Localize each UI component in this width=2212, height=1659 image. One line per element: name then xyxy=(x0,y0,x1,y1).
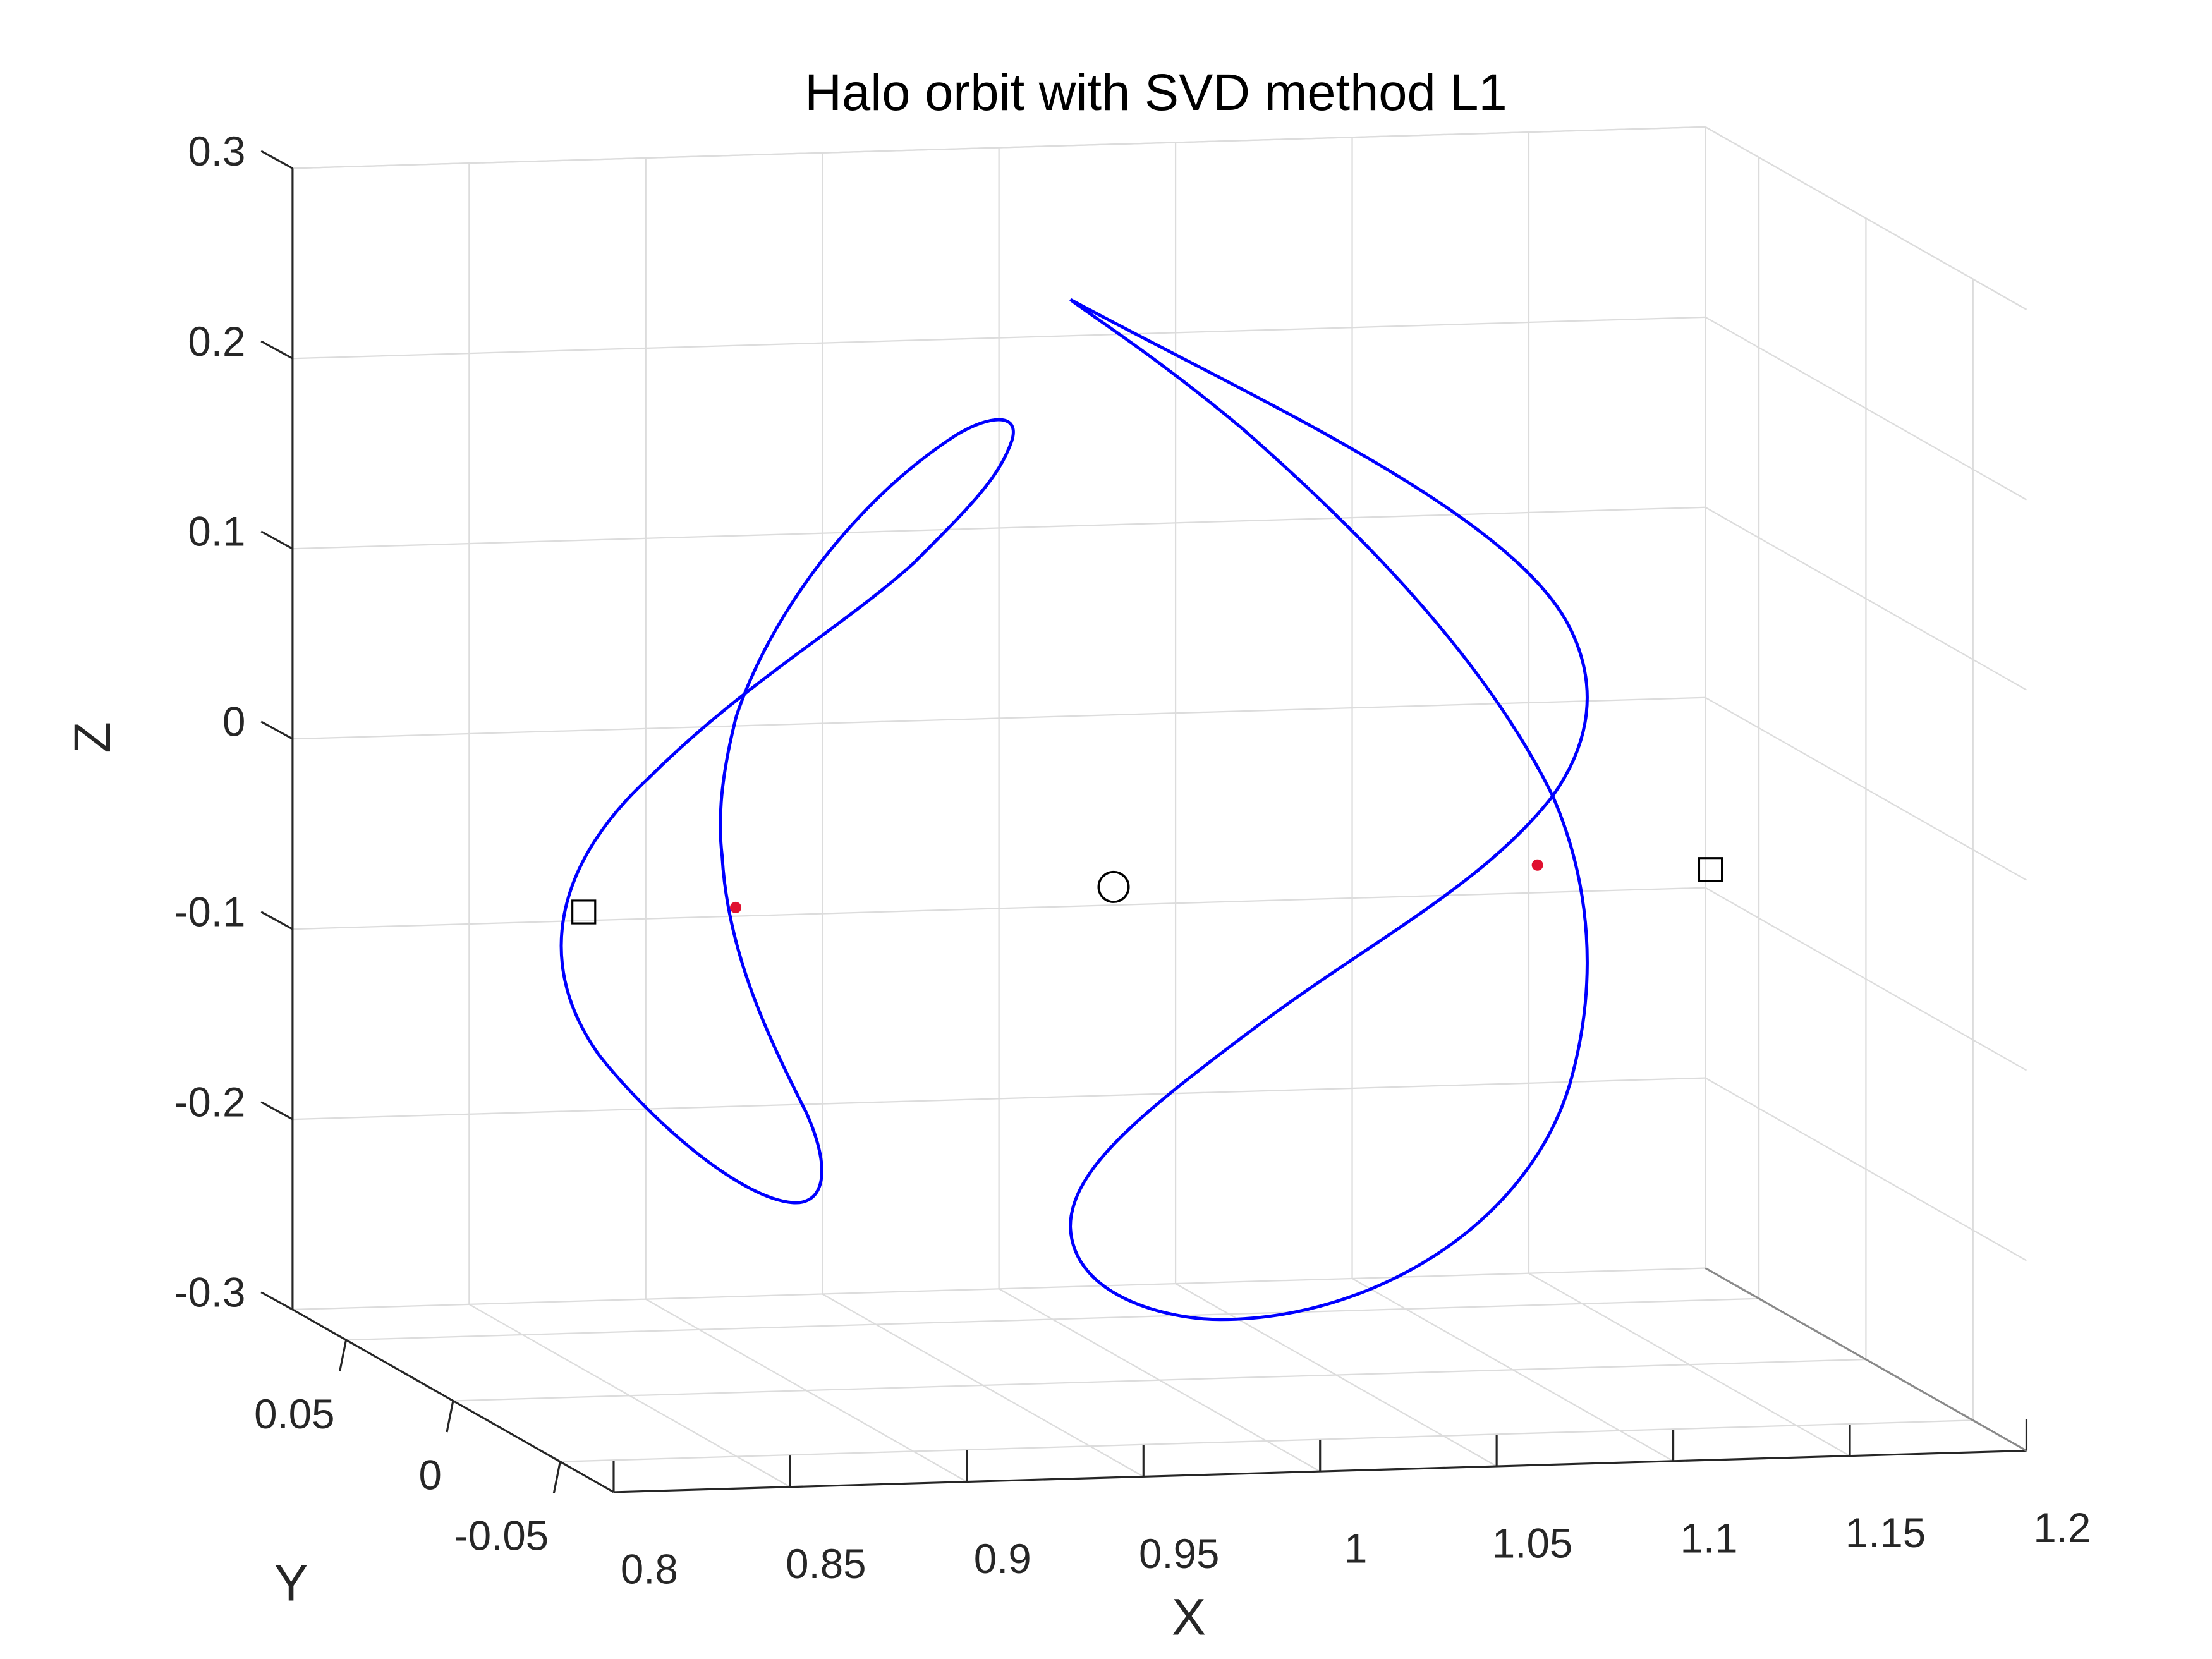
y-tick-label: -0.05 xyxy=(454,1513,549,1559)
floor-right-edge xyxy=(1705,1267,2027,1452)
grid-line xyxy=(292,126,1706,169)
grid-line xyxy=(1705,126,2027,310)
y-tick xyxy=(339,1339,348,1372)
z-tick xyxy=(260,340,293,360)
y-tick-labels: -0.05 0 0.05 xyxy=(254,1391,549,1559)
x-tick-label: 1.2 xyxy=(2033,1505,2091,1551)
x-tick-label: 0.85 xyxy=(786,1541,866,1587)
x-tick-label: 0.95 xyxy=(1139,1531,1219,1577)
grid-line xyxy=(560,1419,1973,1462)
grid-line xyxy=(292,887,1706,930)
z-tick xyxy=(260,1101,293,1121)
crossing-point-marker xyxy=(1531,859,1543,871)
z-tick xyxy=(260,150,293,169)
z-tick xyxy=(260,720,293,740)
grid-line xyxy=(292,1077,1706,1121)
z-tick-label: -0.3 xyxy=(174,1270,246,1316)
x-tick-label: 0.9 xyxy=(974,1536,1031,1582)
y-tick xyxy=(446,1401,454,1433)
grid-line xyxy=(1705,1077,2027,1261)
y-axis-label: Y xyxy=(274,1554,308,1612)
grid-line xyxy=(1705,506,2027,691)
grid-line xyxy=(1705,316,2027,501)
crossing-point-marker xyxy=(730,901,742,913)
axis-ticks xyxy=(260,150,2028,1493)
y-tick xyxy=(552,1461,561,1493)
z-tick xyxy=(260,911,293,930)
orbit-line-left xyxy=(559,418,1015,1205)
x-tick-label: 1.05 xyxy=(1492,1520,1572,1566)
markers xyxy=(571,857,1723,925)
x-tick-label: 1 xyxy=(1344,1526,1367,1572)
x-tick-label: 0.8 xyxy=(621,1546,678,1592)
grid-line xyxy=(1705,696,2027,881)
x-tick-label: 1.15 xyxy=(1845,1510,1926,1556)
lagrange-point-marker xyxy=(1698,857,1723,882)
z-axis-label: Z xyxy=(64,722,121,753)
grid-line xyxy=(292,696,1706,740)
grid-line xyxy=(292,506,1706,550)
orbit-series xyxy=(559,298,1589,1322)
grid-line xyxy=(346,1297,1759,1341)
z-tick xyxy=(260,1291,293,1311)
z-tick-label: 0.2 xyxy=(188,319,245,365)
x-tick-label: 1.1 xyxy=(1680,1515,1738,1561)
chart-title: Halo orbit with SVD method L1 xyxy=(805,64,1507,121)
grid-line xyxy=(1705,887,2027,1071)
lagrange-point-marker xyxy=(571,899,597,925)
y-tick-label: 0 xyxy=(418,1452,441,1498)
z-tick-label: 0 xyxy=(222,699,245,745)
x-tick-labels: 0.8 0.85 0.9 0.95 1 1.05 1.1 1.15 1.2 xyxy=(621,1505,2091,1592)
z-tick xyxy=(260,530,293,550)
z-tick-label: -0.1 xyxy=(174,889,246,935)
z-tick-label: -0.2 xyxy=(174,1079,246,1126)
center-body-marker xyxy=(1097,870,1130,903)
x-axis-label: X xyxy=(1172,1589,1206,1646)
y-tick-label: 0.05 xyxy=(254,1391,334,1437)
z-tick-label: 0.1 xyxy=(188,509,245,555)
orbit-line-right xyxy=(1069,298,1589,1322)
grid-line xyxy=(453,1358,1866,1402)
z-tick-labels: -0.3 -0.2 -0.1 0 0.1 0.2 0.3 xyxy=(174,128,246,1316)
grid-line xyxy=(292,316,1706,360)
z-tick-label: 0.3 xyxy=(188,128,245,174)
